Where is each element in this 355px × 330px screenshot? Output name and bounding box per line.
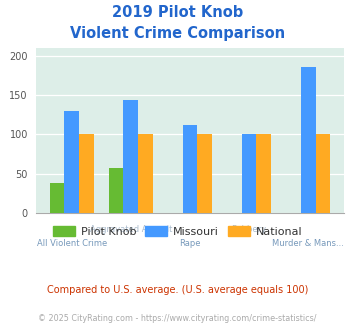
Text: Rape: Rape — [179, 239, 201, 248]
Bar — [182, 125, 197, 213]
Text: Violent Crime Comparison: Violent Crime Comparison — [70, 26, 285, 41]
Legend: Pilot Knob, Missouri, National: Pilot Knob, Missouri, National — [49, 222, 306, 241]
Text: All Violent Crime: All Violent Crime — [37, 239, 107, 248]
Bar — [109, 168, 124, 213]
Bar — [301, 68, 316, 213]
Text: 2019 Pilot Knob: 2019 Pilot Knob — [112, 5, 243, 20]
Text: Aggravated Assault: Aggravated Assault — [89, 225, 172, 234]
Bar — [64, 111, 79, 213]
Bar — [50, 183, 64, 213]
Text: Robbery: Robbery — [231, 225, 267, 234]
Text: Murder & Mans...: Murder & Mans... — [272, 239, 344, 248]
Bar — [242, 134, 256, 213]
Bar — [79, 134, 94, 213]
Text: Compared to U.S. average. (U.S. average equals 100): Compared to U.S. average. (U.S. average … — [47, 285, 308, 295]
Bar — [316, 134, 330, 213]
Bar — [256, 134, 271, 213]
Bar — [138, 134, 153, 213]
Bar — [197, 134, 212, 213]
Text: © 2025 CityRating.com - https://www.cityrating.com/crime-statistics/: © 2025 CityRating.com - https://www.city… — [38, 314, 317, 323]
Bar — [124, 101, 138, 213]
